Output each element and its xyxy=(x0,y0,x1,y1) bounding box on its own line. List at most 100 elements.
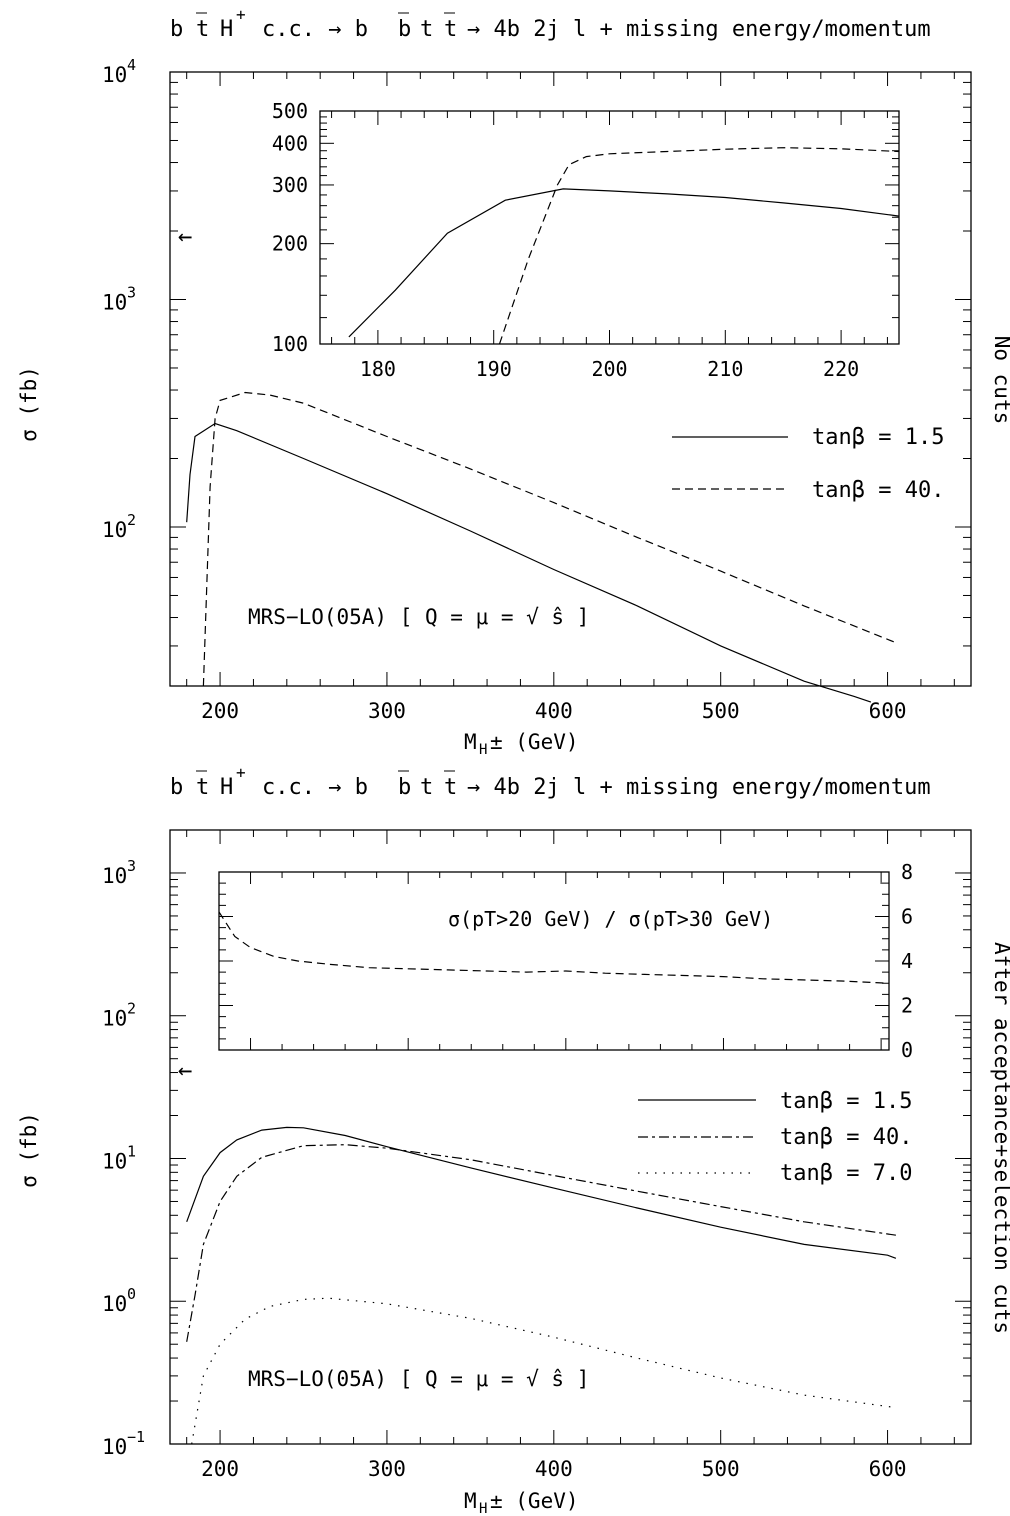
top-inset-axes: 180 190 200 210 220 100 200 300 400 500 xyxy=(272,99,899,381)
top-panel: b t H + c.c. → b b t t → 4b 2j l + missi… xyxy=(17,5,1010,758)
series-line-dashed xyxy=(186,1144,896,1342)
series-line-dashed xyxy=(498,147,900,345)
x-tick-label: 200 xyxy=(201,699,239,723)
bottom-plot-frame xyxy=(169,829,972,1445)
top-plot-frame xyxy=(169,71,972,687)
inset-y-tick-label: 100 xyxy=(272,332,308,356)
x-tick-label: 190 xyxy=(476,357,512,381)
x-tick-label: 600 xyxy=(869,1457,907,1481)
inset-y-tick-label: 500 xyxy=(272,99,308,123)
title-part: c.c. → b xyxy=(262,775,368,800)
title-part: t xyxy=(196,775,209,800)
top-inset-curves xyxy=(348,147,900,345)
title-part: t xyxy=(196,17,209,42)
legend-label: tanβ = 40. xyxy=(812,478,944,503)
top-title: b t H + c.c. → b b t t → 4b 2j l + missi… xyxy=(170,5,931,42)
top-annotation: MRS−LO(05A) [ Q = μ = √ ŝ ] xyxy=(248,605,589,629)
xlabel-rest: ± (GeV) xyxy=(490,730,579,754)
bottom-inset-axes: 0 2 4 6 8 xyxy=(218,860,913,1062)
series-line-dotted xyxy=(191,1297,896,1445)
top-legend: tanβ = 1.5 tanβ = 40. xyxy=(672,425,944,503)
y-tick-label: 10 xyxy=(102,1292,127,1316)
bottom-y-axis-label: σ (fb) xyxy=(17,1112,41,1188)
x-tick-label: 400 xyxy=(535,1457,573,1481)
top-side-label: No cuts xyxy=(990,336,1010,425)
title-part: + xyxy=(236,5,246,24)
bottom-title: b t H + c.c. → b b t t → 4b 2j l + missi… xyxy=(170,763,931,800)
series-line-dashed xyxy=(202,391,897,687)
series-line-solid xyxy=(186,1126,897,1259)
x-tick-label: 180 xyxy=(360,357,396,381)
legend-label: tanβ = 7.0 xyxy=(780,1161,912,1186)
x-tick-label: 200 xyxy=(201,1457,239,1481)
y-tick-exponent: −1 xyxy=(127,1428,145,1446)
left-arrow: ← xyxy=(178,1056,192,1084)
xlabel-main: M xyxy=(464,1489,477,1513)
series-line-solid xyxy=(186,422,872,703)
title-part: b xyxy=(398,17,411,42)
inset-ratio-annotation: σ(pT>20 GeV) / σ(pT>30 GeV) xyxy=(448,907,773,931)
title-part: b xyxy=(398,775,411,800)
y-tick-exponent: 2 xyxy=(127,1000,136,1018)
inset-y-tick-label: 4 xyxy=(901,949,913,973)
top-curves xyxy=(186,391,897,703)
legend-label: tanβ = 40. xyxy=(780,1125,912,1150)
title-part: → 4b 2j l + missing energy/momentum xyxy=(467,775,931,800)
series-line-dashed xyxy=(218,911,890,984)
bottom-curves xyxy=(186,1126,897,1445)
xlabel-rest: ± (GeV) xyxy=(490,1489,579,1513)
y-tick-label: 10 xyxy=(102,518,127,542)
top-x-axis-label: M H ± (GeV) xyxy=(464,730,579,758)
y-tick-exponent: 0 xyxy=(127,1285,136,1303)
title-part: c.c. → b xyxy=(262,17,368,42)
title-part: t xyxy=(444,17,457,42)
y-tick-label: 10 xyxy=(102,290,127,314)
inset-y-tick-label: 400 xyxy=(272,131,308,155)
title-part: + xyxy=(236,763,246,782)
bottom-inset-curves xyxy=(218,911,890,984)
title-part: t xyxy=(420,17,433,42)
xlabel-sub: H xyxy=(479,1501,487,1516)
x-tick-label: 300 xyxy=(368,1457,406,1481)
x-tick-label: 400 xyxy=(535,699,573,723)
inset-y-tick-label: 2 xyxy=(901,994,913,1018)
y-tick-label: 10 xyxy=(102,63,127,87)
xlabel-main: M xyxy=(464,730,477,754)
left-arrow: ← xyxy=(178,222,192,250)
top-inset-frame xyxy=(319,110,900,345)
y-tick-exponent: 1 xyxy=(127,1142,136,1160)
x-tick-label: 600 xyxy=(869,699,907,723)
title-part: t xyxy=(444,775,457,800)
y-tick-label: 10 xyxy=(102,864,127,888)
inset-y-tick-label: 300 xyxy=(272,173,308,197)
legend-label: tanβ = 1.5 xyxy=(812,425,944,450)
inset-y-tick-label: 6 xyxy=(901,905,913,929)
title-part: → 4b 2j l + missing energy/momentum xyxy=(467,17,931,42)
inset-y-tick-label: 8 xyxy=(901,860,913,884)
y-tick-label: 10 xyxy=(102,1435,127,1459)
x-tick-label: 500 xyxy=(702,699,740,723)
bottom-legend: tanβ = 1.5 tanβ = 40. tanβ = 7.0 xyxy=(638,1089,912,1186)
bottom-annotation: MRS−LO(05A) [ Q = μ = √ ŝ ] xyxy=(248,1367,589,1391)
y-tick-label: 10 xyxy=(102,1007,127,1031)
y-tick-label: 10 xyxy=(102,1149,127,1173)
y-tick-exponent: 2 xyxy=(127,511,136,529)
x-tick-label: 220 xyxy=(823,357,859,381)
top-y-axis-label: σ (fb) xyxy=(17,366,41,442)
inset-y-tick-label: 200 xyxy=(272,232,308,256)
x-tick-label: 300 xyxy=(368,699,406,723)
y-tick-exponent: 3 xyxy=(127,283,136,301)
bottom-side-label: After acceptance+selection cuts xyxy=(990,942,1010,1334)
inset-y-tick-label: 0 xyxy=(901,1038,913,1062)
y-tick-exponent: 3 xyxy=(127,857,136,875)
legend-label: tanβ = 1.5 xyxy=(780,1089,912,1114)
x-tick-label: 500 xyxy=(702,1457,740,1481)
xlabel-sub: H xyxy=(479,742,487,758)
bottom-inset-frame xyxy=(218,871,890,1051)
x-tick-label: 200 xyxy=(591,357,627,381)
y-tick-exponent: 4 xyxy=(127,56,136,74)
title-part: b xyxy=(170,17,183,42)
title-part: b xyxy=(170,775,183,800)
